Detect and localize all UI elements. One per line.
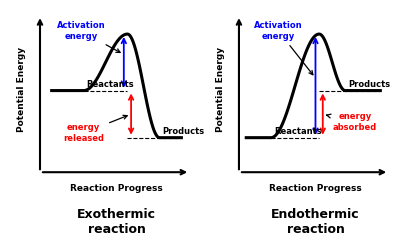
Text: Potential Energy: Potential Energy bbox=[216, 47, 225, 132]
Text: Reaction Progress: Reaction Progress bbox=[269, 184, 362, 193]
Text: Activation
energy: Activation energy bbox=[254, 21, 313, 75]
Text: energy
absorbed: energy absorbed bbox=[327, 112, 377, 132]
Text: Endothermic
reaction: Endothermic reaction bbox=[271, 208, 360, 236]
Text: Reaction Progress: Reaction Progress bbox=[70, 184, 163, 193]
Text: Exothermic
reaction: Exothermic reaction bbox=[77, 208, 156, 236]
Text: Potential Energy: Potential Energy bbox=[17, 47, 26, 132]
Text: Products: Products bbox=[162, 127, 204, 136]
Text: Reactants: Reactants bbox=[87, 80, 134, 89]
Text: Reactants: Reactants bbox=[274, 127, 322, 136]
Text: Products: Products bbox=[348, 80, 390, 89]
Text: energy
released: energy released bbox=[63, 115, 127, 143]
Text: Activation
energy: Activation energy bbox=[56, 21, 120, 52]
